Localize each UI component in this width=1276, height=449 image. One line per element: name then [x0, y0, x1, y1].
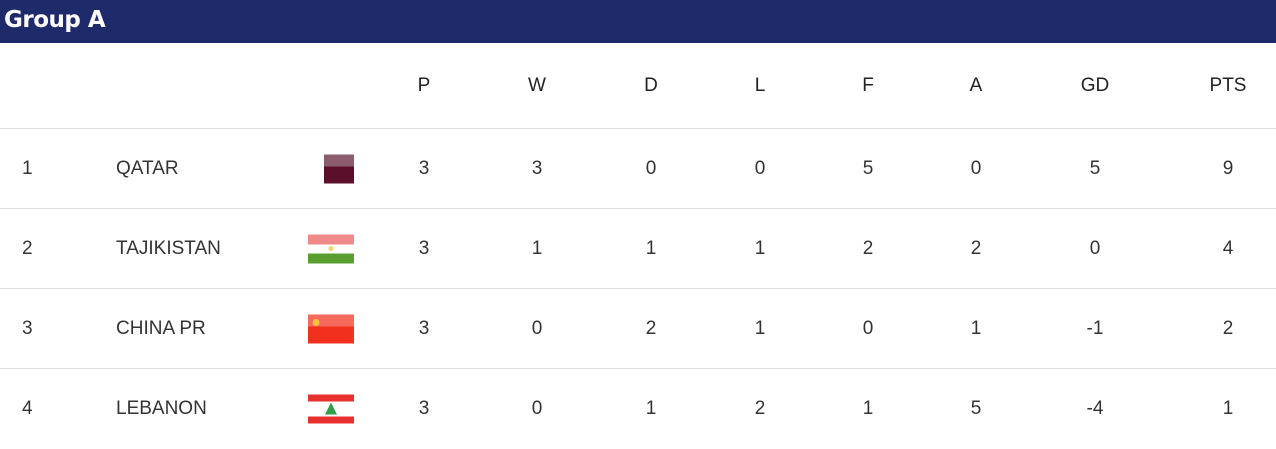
table-row: 3 CHINA PR 3 0 2 1 0 1 -1 2 — [0, 288, 1276, 369]
team-name[interactable]: LEBANON — [116, 398, 207, 419]
stat-pts: 4 — [1222, 238, 1234, 259]
stat-f: 5 — [862, 158, 874, 179]
stat-f: 1 — [862, 398, 874, 419]
rank: 3 — [22, 318, 33, 339]
stat-f: 0 — [862, 318, 874, 339]
stat-a: 2 — [970, 238, 982, 259]
column-header-f: F — [862, 74, 874, 96]
stat-w: 3 — [531, 158, 543, 179]
team-name[interactable]: QATAR — [116, 158, 179, 179]
stat-gd: 5 — [1089, 158, 1101, 179]
rank: 1 — [22, 158, 33, 179]
rank: 2 — [22, 238, 33, 259]
column-header-d: D — [644, 74, 658, 96]
stat-d: 1 — [645, 398, 657, 419]
team-name[interactable]: TAJIKISTAN — [116, 238, 221, 259]
stat-a: 0 — [970, 158, 982, 179]
stat-pts: 2 — [1222, 318, 1234, 339]
stat-d: 2 — [645, 318, 657, 339]
column-header-p: P — [417, 74, 431, 96]
column-header-a: A — [969, 74, 983, 96]
table-header-row: P W D L F A GD PTS — [0, 43, 1276, 128]
stat-w: 1 — [531, 238, 543, 259]
table-row: 2 TAJIKISTAN 3 1 1 1 2 2 0 4 — [0, 208, 1276, 289]
stat-l: 1 — [754, 318, 766, 339]
stat-p: 3 — [418, 238, 430, 259]
table-row: 1 QATAR 3 3 0 0 5 0 5 9 — [0, 128, 1276, 209]
stat-l: 2 — [754, 398, 766, 419]
stat-gd: -4 — [1086, 398, 1104, 419]
stat-d: 1 — [645, 238, 657, 259]
group-header: Group A — [0, 0, 1276, 43]
stat-f: 2 — [862, 238, 874, 259]
stat-d: 0 — [645, 158, 657, 179]
column-header-l: L — [754, 74, 766, 96]
stat-l: 0 — [754, 158, 766, 179]
stat-p: 3 — [418, 398, 430, 419]
column-header-gd: GD — [1080, 74, 1110, 96]
stat-w: 0 — [531, 398, 543, 419]
stat-gd: -1 — [1086, 318, 1104, 339]
stat-pts: 9 — [1222, 158, 1234, 179]
stat-w: 0 — [531, 318, 543, 339]
stat-pts: 1 — [1222, 398, 1234, 419]
stat-gd: 0 — [1089, 238, 1101, 259]
column-header-w: W — [528, 74, 546, 96]
team-name[interactable]: CHINA PR — [116, 318, 206, 339]
stat-a: 5 — [970, 398, 982, 419]
column-header-pts: PTS — [1209, 74, 1247, 96]
stat-p: 3 — [418, 318, 430, 339]
rank: 4 — [22, 398, 33, 419]
stat-p: 3 — [418, 158, 430, 179]
group-title: Group A — [4, 7, 106, 33]
table-row: 4 LEBANON 3 0 1 2 1 5 -4 1 — [0, 368, 1276, 449]
stat-l: 1 — [754, 238, 766, 259]
stat-a: 1 — [970, 318, 982, 339]
